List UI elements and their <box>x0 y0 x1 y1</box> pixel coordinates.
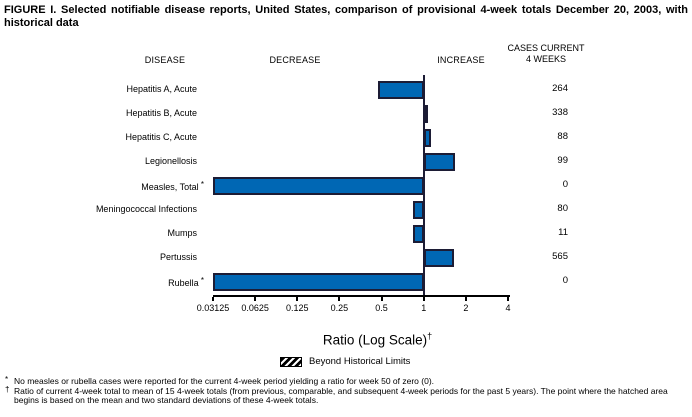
axis-tick <box>338 297 341 301</box>
disease-label: Hepatitis A, Acute <box>126 84 197 94</box>
cases-value: 0 <box>562 179 568 190</box>
disease-label: Mumps <box>167 228 197 238</box>
cases-value: 99 <box>557 155 568 166</box>
footnote-asterisk: * No measles or rubella cases were repor… <box>4 375 690 387</box>
ratio-bar <box>413 201 424 219</box>
disease-label: Meningococcal Infections <box>95 204 197 214</box>
cases-value: 338 <box>552 107 568 118</box>
ratio-bar <box>423 249 454 267</box>
axis-tick-label: 2 <box>463 303 469 313</box>
column-header-cases: CASES CURRENT 4 WEEKS <box>500 43 592 65</box>
axis-tick-label: 1 <box>421 303 427 313</box>
axis-tick <box>254 297 257 301</box>
column-header-decrease: DECREASE <box>269 55 321 65</box>
ratio-bar <box>213 177 424 195</box>
legend-label: Beyond Historical Limits <box>309 356 411 367</box>
disease-label: Pertussis <box>159 252 197 262</box>
axis-tick-label: 0.125 <box>286 303 309 313</box>
column-header-cases-line1: CASES CURRENT <box>507 43 585 53</box>
footnote-dagger-marker: † <box>5 384 10 394</box>
footnote-dagger: † Ratio of current 4-week total to mean … <box>4 384 690 406</box>
footnote-asterisk-text: No measles or rubella cases were reporte… <box>14 376 435 386</box>
ratio-bar <box>413 225 424 243</box>
axis-tick <box>296 297 299 301</box>
disease-label: Hepatitis C, Acute <box>125 132 197 142</box>
column-header-cases-line2: 4 WEEKS <box>525 54 566 64</box>
baseline-reference-line <box>422 75 425 297</box>
cases-value: 0 <box>562 275 568 286</box>
axis-tick-label: 0.25 <box>330 303 349 313</box>
disease-label: Measles, Total * <box>141 180 204 192</box>
axis-tick <box>507 297 509 301</box>
column-header-increase: INCREASE <box>437 55 485 65</box>
column-header-disease: DISEASE <box>144 55 186 65</box>
cases-value: 88 <box>557 131 568 142</box>
cases-value: 264 <box>552 83 568 94</box>
ratio-bar <box>377 81 424 99</box>
ratio-bar <box>213 273 424 291</box>
axis-tick-label: 0.03125 <box>196 303 230 313</box>
cases-value: 565 <box>552 251 568 262</box>
x-axis-title-text: Ratio (Log Scale) <box>322 332 428 348</box>
axis-tick <box>380 297 383 301</box>
axis-tick-label: 0.5 <box>375 303 388 313</box>
asterisk-note-marker: * <box>198 276 204 285</box>
footnote-asterisk-marker: * <box>5 375 9 384</box>
footnotes: * No measles or rubella cases were repor… <box>4 375 690 406</box>
legend: Beyond Historical Limits <box>280 356 410 367</box>
x-axis-title: Ratio (Log Scale)† <box>230 331 525 348</box>
axis-tick <box>464 297 467 301</box>
axis-tick <box>212 297 214 301</box>
disease-label: Legionellosis <box>144 156 197 166</box>
disease-label: Rubella * <box>168 276 204 288</box>
x-axis-line <box>213 295 510 297</box>
axis-tick <box>422 297 425 301</box>
hatched-swatch-icon <box>280 356 302 367</box>
ratio-bar <box>423 129 432 147</box>
ratio-bar <box>423 153 455 171</box>
figure-title: FIGURE I. Selected notifiable disease re… <box>4 4 688 29</box>
ratio-bar <box>423 105 428 123</box>
cases-value: 80 <box>557 203 568 214</box>
axis-tick-label: 0.0625 <box>241 303 269 313</box>
axis-tick-label: 4 <box>505 303 511 313</box>
footnote-dagger-text: Ratio of current 4-week total to mean of… <box>14 385 668 406</box>
asterisk-note-marker: * <box>198 180 204 189</box>
disease-label: Hepatitis B, Acute <box>125 108 197 118</box>
cases-value: 11 <box>558 227 568 238</box>
dagger-note-marker: † <box>427 331 433 341</box>
